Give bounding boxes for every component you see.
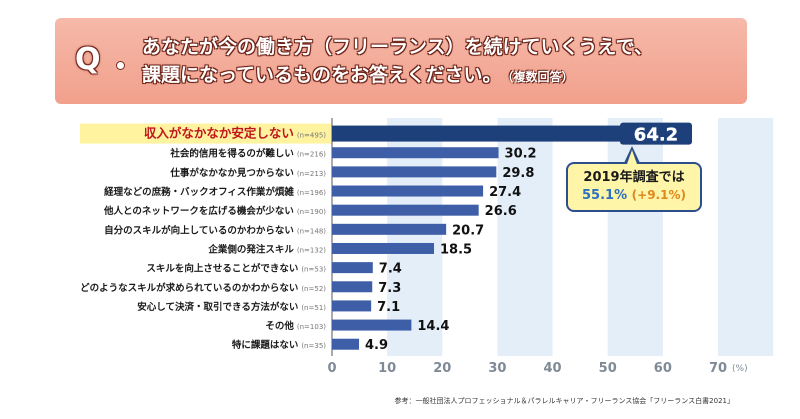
x-tick-label: 50: [599, 361, 617, 376]
x-tick-label: 10: [378, 361, 396, 376]
bar-value-label: 14.4: [417, 319, 449, 334]
source-footnote: 参考：一般社団法人プロフェッショナル＆パラレルキャリア・フリーランス協会「フリー…: [394, 397, 734, 405]
bar-value-label: 7.3: [378, 281, 401, 296]
callout-title: 2019年調査では: [583, 170, 685, 185]
bar-value-label: 27.4: [489, 185, 521, 200]
bar-value-label: 64.2: [634, 125, 678, 146]
bar-value-label: 7.4: [379, 262, 402, 277]
comparison-callout: 2019年調査では 55.1% (+9.1%): [566, 162, 702, 212]
category-n: (n=51): [301, 304, 326, 312]
category-n: (n=52): [301, 285, 326, 293]
x-axis-unit: (%): [732, 364, 748, 374]
category-name: 特に課題はない: [232, 339, 299, 351]
category-name: 他人とのネットワークを広げる機会が少ない: [103, 205, 294, 217]
category-label: その他 (n=103): [265, 320, 326, 332]
category-name: 企業側の発注スキル: [207, 243, 294, 255]
callout-value: 55.1%: [582, 188, 628, 203]
question-banner: [55, 18, 747, 104]
x-tick-label: 30: [488, 361, 506, 376]
category-name: 社会的信用を得るのが難しい: [169, 148, 294, 160]
category-n: (n=190): [297, 208, 326, 216]
bar: [332, 223, 447, 235]
category-label: 経理などの庶務・バックオフィス作業が煩雑 (n=196): [104, 186, 326, 198]
category-name: どのようなスキルが求められているのかわからない: [80, 282, 298, 294]
category-name: 自分のスキルが向上しているのかわからない: [104, 224, 294, 236]
x-tick-label: 0: [327, 361, 336, 376]
category-n: (n=196): [297, 189, 326, 197]
bar-value-label: 30.2: [505, 147, 537, 162]
category-label: 仕事がなかなか見つからない (n=213): [169, 167, 326, 179]
bar: [332, 125, 687, 142]
category-n: (n=495): [297, 132, 326, 140]
category-label: 自分のスキルが向上しているのかわからない (n=148): [104, 224, 326, 236]
bar: [332, 185, 484, 197]
category-name: 安心して決済・取引できる方法がない: [137, 301, 298, 313]
callout-delta: (+9.1%): [631, 188, 686, 202]
multiple-answer-note: （複数回答）: [507, 70, 574, 84]
x-tick-label: 40: [544, 361, 562, 376]
category-n: (n=216): [297, 151, 326, 159]
question-mark: Q: [75, 42, 101, 77]
category-n: (n=148): [297, 227, 326, 235]
grid-band: [497, 118, 553, 356]
category-label: どのようなスキルが求められているのかわからない (n=52): [80, 282, 326, 294]
category-label: 他人とのネットワークを広げる機会が少ない (n=190): [103, 205, 326, 217]
x-tick-label: 60: [654, 361, 672, 376]
bar-value-label: 7.1: [377, 300, 400, 315]
bar: [332, 319, 412, 331]
bar: [332, 204, 479, 216]
callout-pointer-fill: [627, 150, 637, 164]
question-line-2-text: 課題になっているものをお答えください。: [142, 64, 502, 86]
bar-value-label: 29.8: [502, 166, 534, 181]
category-n: (n=103): [297, 323, 326, 331]
category-n: (n=213): [297, 170, 326, 178]
grid-band: [718, 118, 774, 356]
category-name: 経理などの庶務・バックオフィス作業が煩雑: [104, 186, 294, 198]
category-label: 特に課題はない (n=35): [232, 339, 326, 351]
bar-value-box: [620, 122, 693, 145]
category-label: 企業側の発注スキル (n=132): [207, 243, 326, 255]
category-label: スキルを向上させることができない (n=53): [146, 263, 326, 275]
bar: [332, 262, 373, 274]
category-label: 収入がなかなか安定しない (n=495): [144, 126, 326, 141]
question-line-2: 課題になっているものをお答えください。 （複数回答）: [142, 60, 574, 87]
category-name: その他: [265, 320, 294, 332]
bar: [332, 242, 435, 254]
callout-value-row: 55.1% (+9.1%): [568, 186, 700, 205]
category-n: (n=53): [301, 266, 326, 274]
bar: [332, 281, 373, 293]
question-dot-icon: [117, 62, 124, 69]
bar: [332, 338, 360, 350]
bar-value-label: 26.6: [485, 204, 517, 219]
category-n: (n=132): [297, 246, 326, 254]
bar-value-label: 20.7: [452, 223, 484, 238]
bar-value-label: 4.9: [365, 338, 388, 353]
category-name: 収入がなかなか安定しない: [144, 126, 294, 141]
x-tick-label: 20: [433, 361, 451, 376]
question-line-1: あなたが今の働き方（フリーランス）を続けていくうえで、: [142, 36, 653, 58]
category-n: (n=35): [301, 342, 326, 350]
x-tick-label: 70: [709, 361, 727, 376]
category-label: 安心して決済・取引できる方法がない (n=51): [137, 301, 326, 313]
highlight-row-bg: [80, 123, 332, 144]
category-label: 社会的信用を得るのが難しい (n=216): [169, 148, 326, 160]
category-name: スキルを向上させることができない: [146, 263, 298, 275]
category-name: 仕事がなかなか見つからない: [169, 167, 294, 179]
bar: [332, 166, 497, 178]
bar-value-label: 18.5: [440, 242, 472, 257]
bar: [332, 147, 499, 159]
bar: [332, 300, 372, 312]
